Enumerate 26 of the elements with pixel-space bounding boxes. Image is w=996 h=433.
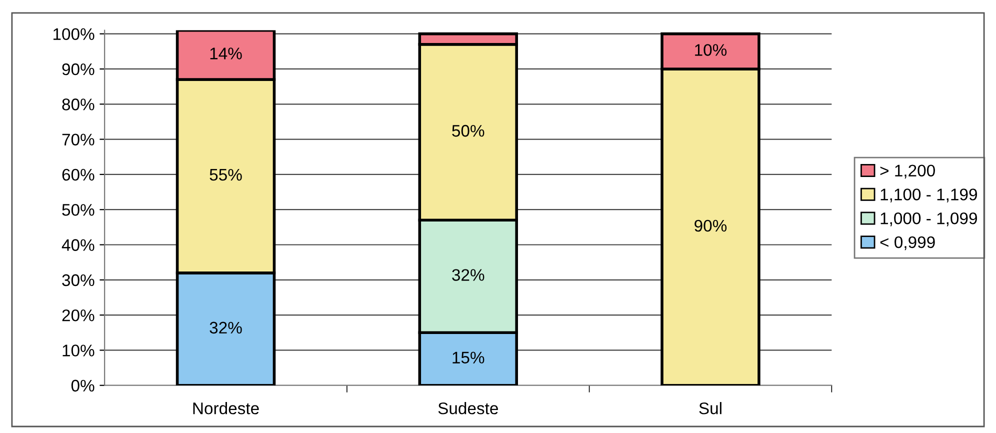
data-label: 32% — [210, 322, 242, 334]
y-tick-label: 40% — [62, 239, 94, 251]
legend-label: < 0,999 — [880, 236, 935, 250]
data-label: 90% — [694, 220, 727, 232]
data-label: 15% — [452, 352, 484, 364]
data-label: 10% — [695, 44, 727, 56]
data-label: 32% — [452, 269, 484, 281]
legend-label: 1,000 - 1,099 — [880, 212, 977, 226]
x-tick-label: Nordeste — [193, 402, 259, 414]
data-label: 50% — [452, 124, 484, 137]
y-tick-label: 0% — [71, 380, 94, 392]
y-tick-label: 10% — [62, 344, 94, 356]
legend-label: > 1,200 — [880, 164, 935, 178]
y-tick-label: 50% — [62, 204, 94, 216]
legend-label: 1,100 - 1,199 — [880, 188, 977, 202]
y-tick-label: 90% — [62, 63, 94, 76]
y-tick-label: 30% — [62, 274, 94, 286]
x-tick-label: Sudeste — [438, 402, 498, 414]
data-label: 14% — [210, 48, 242, 60]
data-label: 55% — [210, 168, 242, 181]
y-tick-label: 60% — [62, 168, 94, 181]
x-tick-label: Sul — [699, 402, 722, 414]
y-tick-label: 70% — [62, 134, 94, 146]
y-tick-label: 20% — [62, 309, 94, 322]
y-tick-label: 80% — [62, 98, 94, 110]
y-tick-label: 100% — [54, 28, 94, 40]
